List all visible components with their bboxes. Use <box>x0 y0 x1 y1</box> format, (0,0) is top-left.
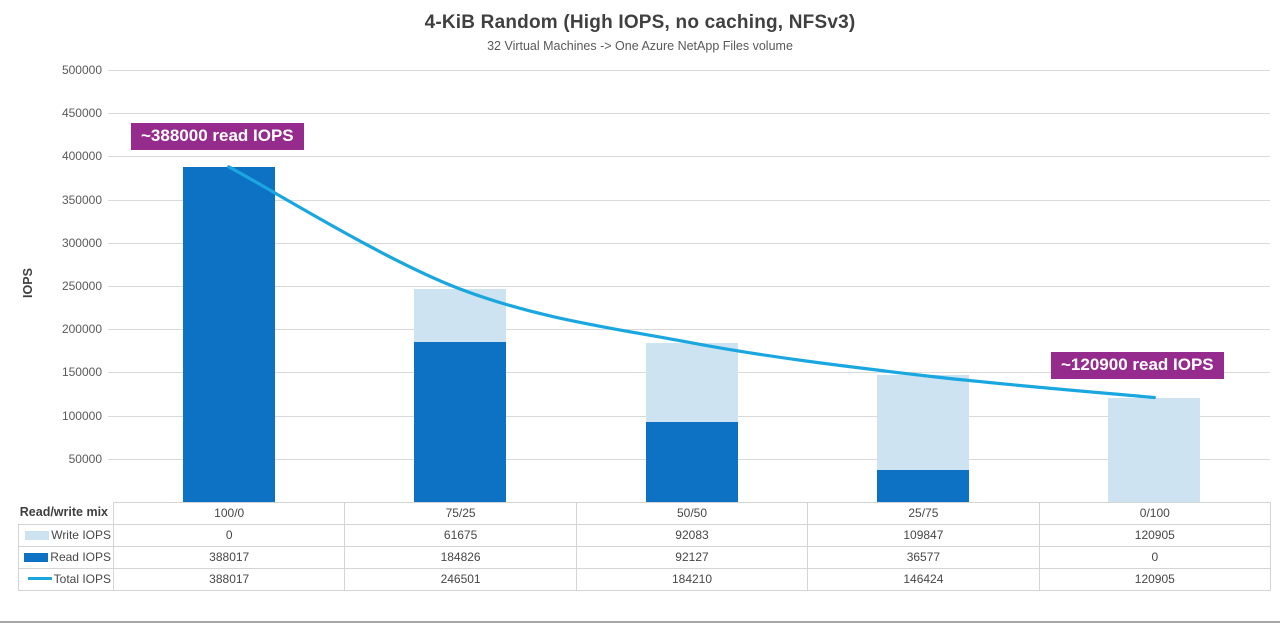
gridline <box>108 329 1270 331</box>
table-value-cell: 246501 <box>344 568 577 591</box>
annotation-high-read-iops: ~388000 read IOPS <box>131 123 304 150</box>
y-axis-tick-label: 100000 <box>61 408 102 423</box>
gridline <box>108 199 1270 201</box>
table-value-cell: 0 <box>113 524 346 547</box>
total-iops-line-swatch <box>27 577 52 580</box>
table-value-cell: 120905 <box>1038 524 1271 547</box>
table-value-cell: 120905 <box>1038 568 1271 591</box>
y-axis-tick-label: 300000 <box>61 235 102 250</box>
table-value-cell: 92083 <box>575 524 809 547</box>
gridline <box>108 156 1270 158</box>
y-axis-tick-label: 50000 <box>68 451 102 466</box>
annotation-low-read-iops: ~120900 read IOPS <box>1051 352 1224 379</box>
y-axis-tick-label: 500000 <box>61 63 102 77</box>
table-category-cell: 25/75 <box>807 502 1040 525</box>
table-category-cell: 75/25 <box>344 502 577 525</box>
table-value-cell: 184210 <box>575 568 809 591</box>
table-value-cell: 0 <box>1038 546 1271 569</box>
table-value-cell: 36577 <box>807 546 1040 569</box>
table-series-label: Read IOPS <box>18 546 114 569</box>
write-iops-bar <box>876 375 969 471</box>
y-axis-tick-label: 350000 <box>61 192 102 207</box>
y-axis-tick-label: 400000 <box>61 149 102 164</box>
chart-subtitle: 32 Virtual Machines -> One Azure NetApp … <box>487 39 793 53</box>
table-category-cell: 100/0 <box>113 502 346 525</box>
y-axis-tick-label: 200000 <box>61 322 102 337</box>
gridline <box>108 242 1270 244</box>
read-iops-swatch <box>24 553 49 562</box>
gridline <box>108 113 1270 115</box>
write-iops-bar <box>414 289 507 343</box>
table-category-cell: 0/100 <box>1038 502 1271 525</box>
gridline <box>108 286 1270 287</box>
table-series-label: Write IOPS <box>18 524 114 547</box>
table-series-label: Total IOPS <box>18 568 114 591</box>
chart-title: 4-KiB Random (High IOPS, no caching, NFS… <box>424 12 856 33</box>
read-iops-bar <box>645 422 738 502</box>
table-value-cell: 109847 <box>807 524 1040 547</box>
read-iops-bar <box>876 470 969 502</box>
gridline <box>108 70 1270 71</box>
table-value-cell: 388017 <box>113 546 346 569</box>
table-value-cell: 92127 <box>575 546 809 569</box>
write-iops-swatch <box>25 531 50 540</box>
table-value-cell: 61675 <box>344 524 577 547</box>
bottom-border-rule <box>0 621 1280 623</box>
write-iops-bar <box>645 342 738 423</box>
y-axis-tick-label: 150000 <box>61 365 102 380</box>
y-axis-tick-label: 450000 <box>61 106 102 121</box>
y-axis-tick-label: 250000 <box>61 279 102 293</box>
table-value-cell: 146424 <box>807 568 1040 591</box>
read-iops-bar <box>182 166 275 502</box>
read-iops-bar <box>414 342 507 502</box>
write-iops-bar <box>1108 397 1201 502</box>
table-header-readwrite-mix: Read/write mix <box>19 505 108 519</box>
table-value-cell: 184826 <box>344 546 577 569</box>
table-value-cell: 388017 <box>113 568 346 591</box>
table-category-cell: 50/50 <box>575 502 809 525</box>
